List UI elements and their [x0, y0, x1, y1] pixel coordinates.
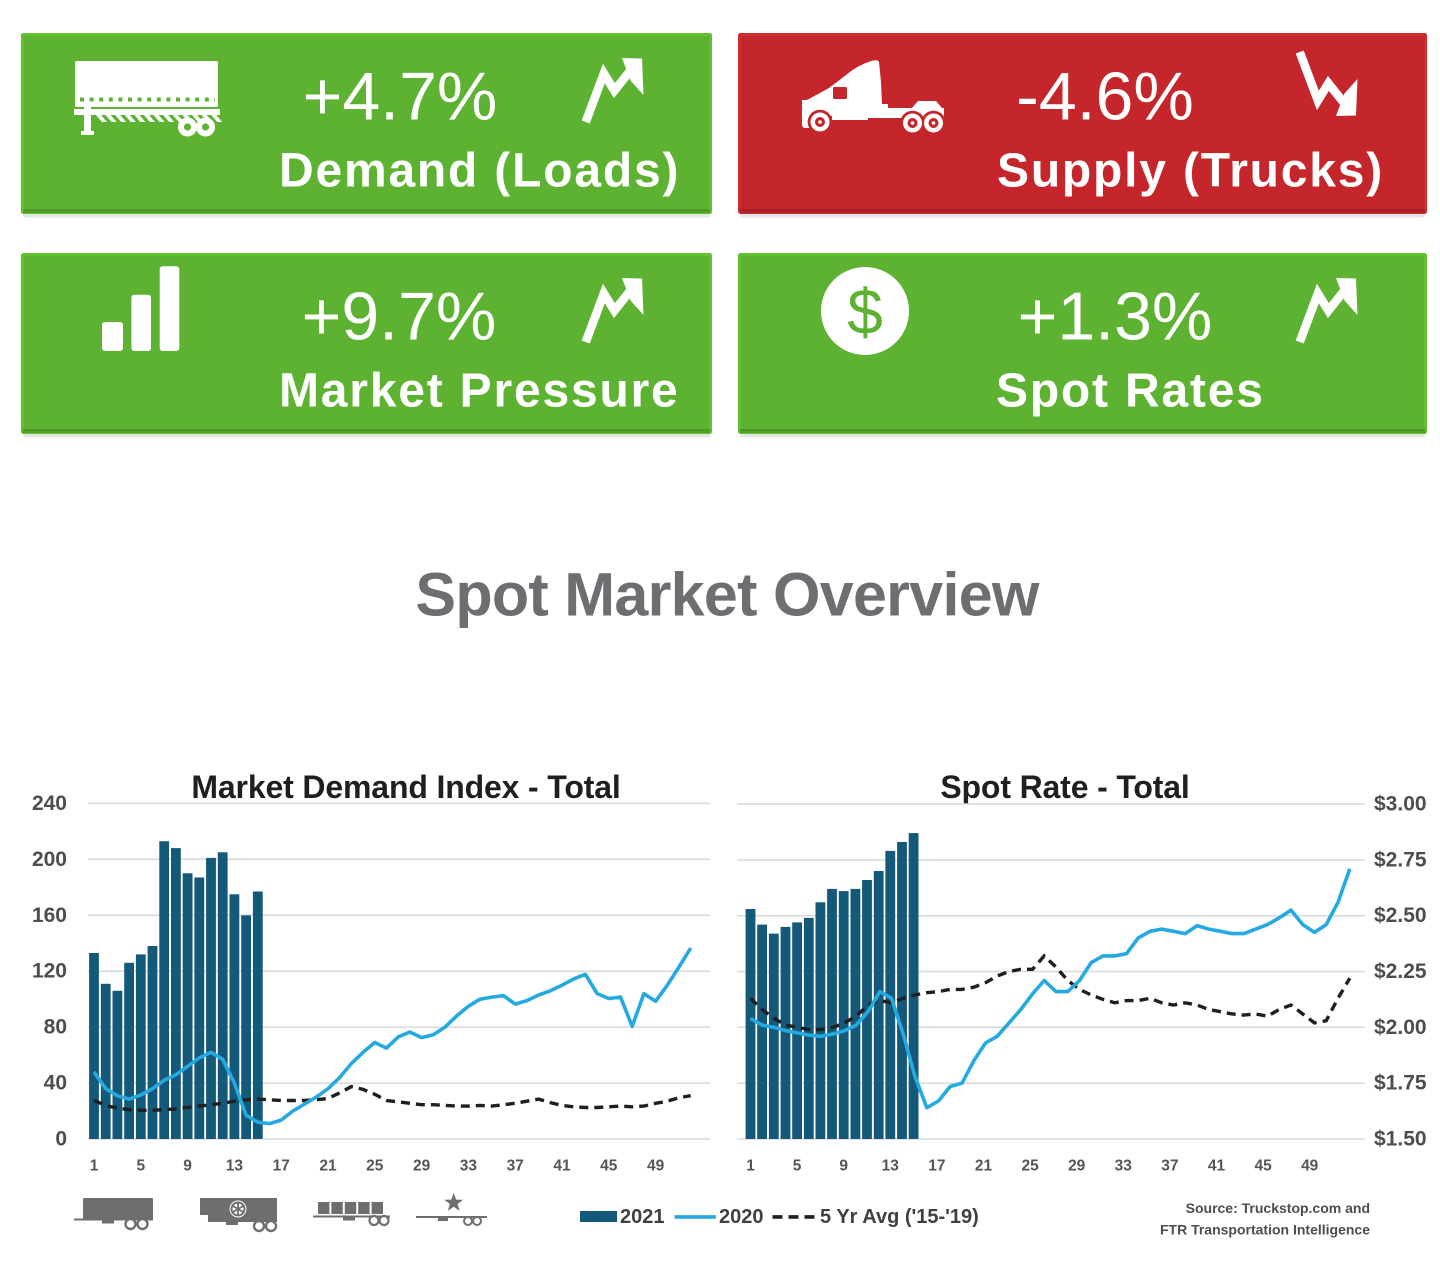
svg-text:1: 1 — [746, 1158, 755, 1175]
svg-text:FTR Transportation Intelligenc: FTR Transportation Intelligence — [1160, 1222, 1370, 1238]
svg-text:120: 120 — [32, 960, 67, 983]
svg-text:41: 41 — [553, 1158, 571, 1175]
svg-text:-4.6%: -4.6% — [1016, 59, 1194, 135]
svg-text:2021: 2021 — [620, 1206, 665, 1228]
svg-text:200: 200 — [32, 848, 67, 871]
svg-text:Spot Rate - Total: Spot Rate - Total — [940, 769, 1189, 805]
svg-text:33: 33 — [460, 1158, 478, 1175]
svg-text:25: 25 — [1021, 1158, 1039, 1175]
svg-text:45: 45 — [600, 1158, 618, 1175]
svg-text:13: 13 — [226, 1158, 244, 1175]
svg-text:29: 29 — [413, 1158, 431, 1175]
svg-text:Demand (Loads): Demand (Loads) — [279, 145, 680, 198]
svg-text:25: 25 — [366, 1158, 384, 1175]
svg-text:13: 13 — [882, 1158, 900, 1175]
svg-text:$1.75: $1.75 — [1374, 1072, 1427, 1095]
svg-text:+4.7%: +4.7% — [303, 59, 498, 135]
svg-text:5: 5 — [793, 1158, 802, 1175]
svg-text:40: 40 — [44, 1072, 67, 1095]
svg-text:Spot Market Overview: Spot Market Overview — [415, 561, 1040, 629]
svg-text:$: $ — [847, 276, 883, 348]
svg-text:2020: 2020 — [719, 1206, 764, 1228]
svg-text:5 Yr Avg ('15-'19): 5 Yr Avg ('15-'19) — [820, 1206, 979, 1228]
svg-text:17: 17 — [928, 1158, 945, 1175]
svg-text:240: 240 — [32, 792, 67, 815]
svg-text:37: 37 — [507, 1158, 524, 1175]
svg-text:5: 5 — [136, 1158, 145, 1175]
svg-text:0: 0 — [55, 1128, 67, 1151]
svg-text:49: 49 — [1301, 1158, 1319, 1175]
svg-text:Source: Truckstop.com and: Source: Truckstop.com and — [1186, 1200, 1370, 1216]
svg-text:$2.75: $2.75 — [1374, 848, 1427, 871]
svg-text:$2.25: $2.25 — [1374, 960, 1427, 983]
svg-text:+9.7%: +9.7% — [302, 279, 497, 355]
svg-text:Market Demand Index - Total: Market Demand Index - Total — [191, 769, 620, 805]
svg-text:$2.00: $2.00 — [1374, 1016, 1427, 1039]
svg-text:33: 33 — [1115, 1158, 1133, 1175]
svg-text:$3.00: $3.00 — [1374, 793, 1427, 816]
svg-text:21: 21 — [319, 1158, 337, 1175]
svg-text:37: 37 — [1161, 1158, 1178, 1175]
svg-text:Market Pressure: Market Pressure — [279, 365, 680, 418]
svg-text:41: 41 — [1208, 1158, 1226, 1175]
svg-text:29: 29 — [1068, 1158, 1086, 1175]
svg-text:80: 80 — [44, 1016, 67, 1039]
svg-text:Supply (Trucks): Supply (Trucks) — [997, 145, 1384, 198]
svg-text:$1.50: $1.50 — [1374, 1128, 1427, 1151]
svg-text:17: 17 — [273, 1158, 290, 1175]
svg-text:Spot Rates: Spot Rates — [996, 365, 1265, 418]
svg-text:160: 160 — [32, 904, 67, 927]
svg-text:49: 49 — [647, 1158, 665, 1175]
svg-text:45: 45 — [1254, 1158, 1272, 1175]
svg-text:9: 9 — [839, 1158, 848, 1175]
svg-text:9: 9 — [183, 1158, 192, 1175]
svg-text:$2.50: $2.50 — [1374, 904, 1427, 927]
svg-text:+1.3%: +1.3% — [1018, 279, 1213, 355]
svg-text:1: 1 — [90, 1158, 99, 1175]
svg-text:21: 21 — [975, 1158, 993, 1175]
